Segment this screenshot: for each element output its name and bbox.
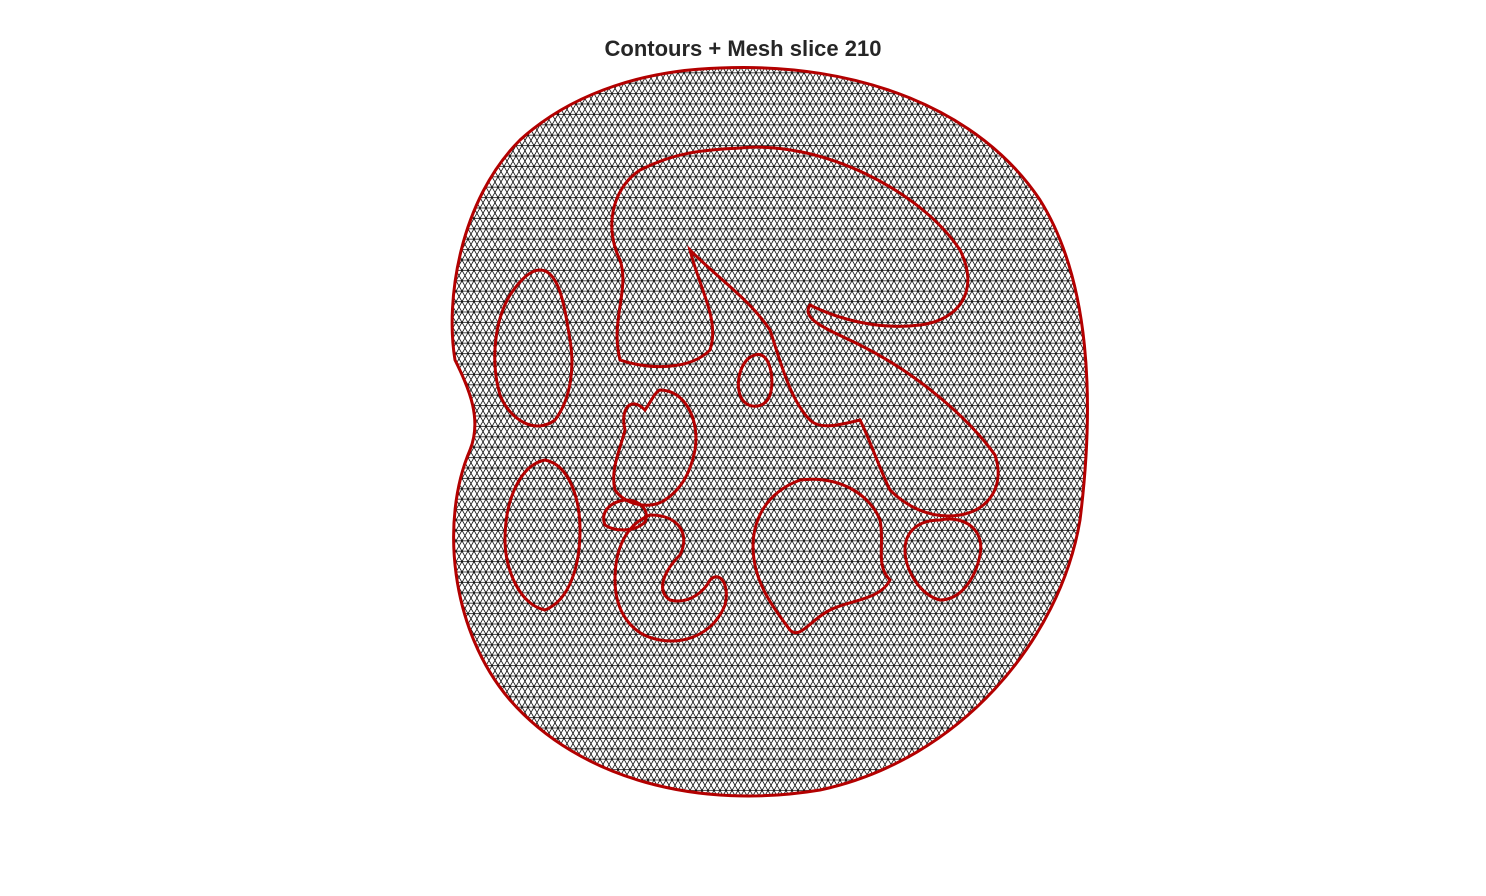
outer-contour <box>450 66 1089 798</box>
small-oval-contour <box>736 353 774 408</box>
large-upper-region-contour <box>610 145 1000 518</box>
left-upper-contour <box>493 268 574 428</box>
lower-center-contour <box>751 477 892 634</box>
mesh-fill <box>452 67 1088 796</box>
figure-title: Contours + Mesh slice 210 <box>604 36 882 61</box>
lower-left-contour <box>503 458 582 612</box>
hook-contour <box>613 513 728 643</box>
lower-right-contour <box>903 517 983 602</box>
small-left-lobe-contour <box>602 498 648 532</box>
mid-left-contour <box>612 388 698 507</box>
